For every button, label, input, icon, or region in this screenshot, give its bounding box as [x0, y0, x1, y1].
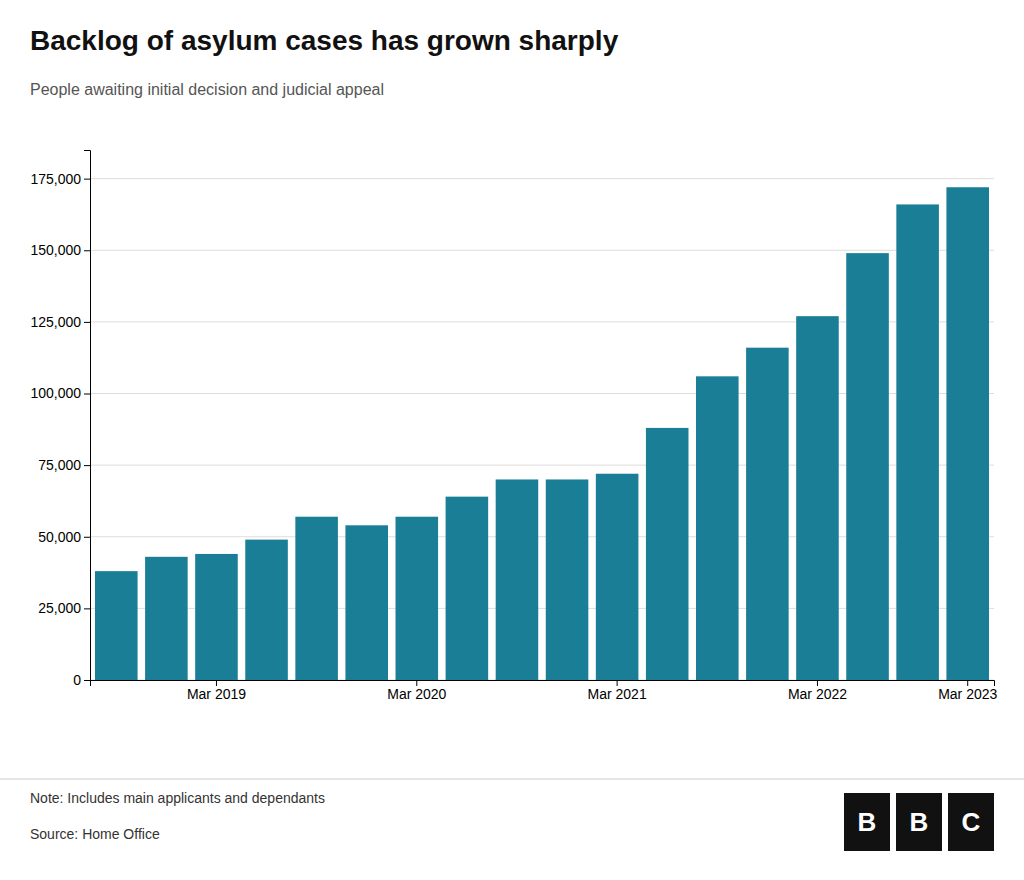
y-tick-label: 25,000 — [38, 600, 81, 616]
bar — [345, 525, 388, 680]
bar — [145, 557, 188, 680]
x-tick-label: Mar 2021 — [588, 686, 647, 702]
x-tick: Mar 2023 — [938, 680, 997, 702]
y-tick: 125,000 — [30, 314, 90, 330]
bar — [796, 316, 839, 680]
bar — [446, 497, 489, 680]
y-tick-mark — [84, 322, 90, 323]
x-tick: Mar 2020 — [387, 680, 446, 702]
bar — [696, 376, 739, 680]
bar — [596, 474, 639, 680]
y-tick-mark — [84, 680, 90, 681]
bar — [496, 479, 539, 680]
y-axis-line — [84, 151, 91, 681]
note: Note: Includes main applicants and depen… — [30, 790, 325, 806]
footer-rule — [0, 778, 1024, 779]
y-tick: 75,000 — [38, 457, 90, 473]
y-tick-label: 125,000 — [30, 314, 81, 330]
logo-box — [844, 793, 890, 851]
bar — [946, 187, 989, 680]
logo-box — [896, 793, 942, 851]
y-tick-mark — [84, 250, 90, 251]
y-tick-mark — [84, 608, 90, 609]
x-tick: Mar 2021 — [588, 680, 647, 702]
logo-box — [948, 793, 994, 851]
bar — [245, 540, 288, 680]
y-tick: 175,000 — [30, 171, 90, 187]
bar — [846, 253, 889, 680]
x-tick-label: Mar 2020 — [387, 686, 446, 702]
chart: Backlog of asylum cases has grown sharpl… — [0, 0, 1024, 880]
bar — [746, 348, 789, 680]
y-tick: 150,000 — [30, 242, 90, 258]
y-tick-mark — [84, 465, 90, 466]
y-tick-label: 150,000 — [30, 242, 81, 258]
bars — [95, 187, 989, 680]
y-tick: 100,000 — [30, 385, 90, 401]
title: Backlog of asylum cases has grown sharpl… — [30, 25, 619, 56]
y-tick-label: 75,000 — [38, 457, 81, 473]
logo-text: BBC — [858, 807, 981, 837]
y-tick-mark — [84, 179, 90, 180]
y-tick-mark — [84, 537, 90, 538]
y-tick-label: 100,000 — [30, 385, 81, 401]
y-tick: 50,000 — [38, 529, 90, 545]
bar — [646, 428, 689, 680]
grid-line — [90, 250, 994, 251]
x-tick: Mar 2022 — [788, 680, 847, 702]
x-tick-label: Mar 2022 — [788, 686, 847, 702]
source: Source: Home Office — [30, 826, 160, 842]
y-tick-label: 50,000 — [38, 529, 81, 545]
y-tick-label: 0 — [73, 672, 81, 688]
grid-line — [90, 178, 994, 179]
y-tick: 0 — [73, 672, 90, 688]
bar — [295, 517, 338, 680]
logo: BBC — [844, 793, 994, 851]
y-tick-label: 175,000 — [30, 171, 81, 187]
grid — [90, 179, 994, 680]
subtitle: People awaiting initial decision and jud… — [30, 81, 384, 98]
bar — [396, 517, 439, 680]
y-tick-mark — [84, 394, 90, 395]
plot: 0 25,000 50,000 75,000 100,000 125,000 150,000… — [30, 151, 997, 702]
y-tick: 25,000 — [38, 600, 90, 616]
y-axis: 0 25,000 50,000 75,000 100,000 125,000 150,000… — [30, 151, 90, 688]
x-tick-label: Mar 2023 — [938, 686, 997, 702]
bar — [195, 554, 238, 680]
x-tick: Mar 2019 — [187, 680, 246, 702]
x-tick-label: Mar 2019 — [187, 686, 246, 702]
bar — [546, 479, 589, 680]
x-axis: Mar 2019 Mar 2020 Mar 2021 Mar 2022 Mar 2023 — [91, 680, 998, 702]
bar — [95, 571, 138, 680]
bar — [896, 204, 939, 680]
